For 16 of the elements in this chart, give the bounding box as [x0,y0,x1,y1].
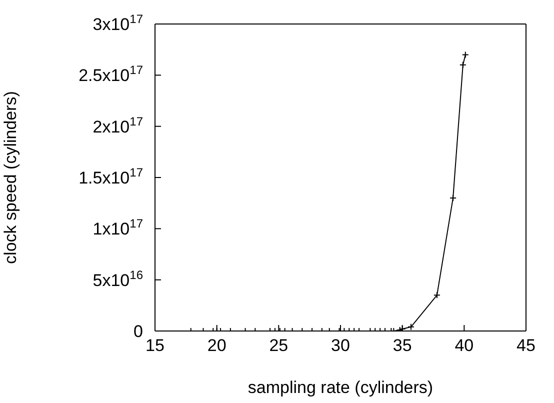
y-axis-title: clock speed (cylinders) [1,91,20,264]
x-tick-label: 30 [331,336,350,356]
y-tick-label: 3x10$^{17}$ [92,12,144,34]
y-tick-label: 1x10$^{17}$ [92,216,144,239]
x-tick-label: 40 [454,336,474,356]
y-tick-label: 5x10$^{16}$ [92,268,144,290]
x-axis-title: sampling rate (cylinders) [248,378,434,397]
y-tick-label: 0 [134,322,143,341]
y-tick-label: 2x10$^{17}$ [92,114,144,136]
x-tick-label: 20 [207,336,226,356]
x-tick-label: 35 [392,336,412,356]
x-tick-label: 25 [269,336,288,356]
x-tick-label: 15 [146,336,164,356]
y-tick-label: 2.5x10$^{17}$ [78,63,144,86]
x-tick-label: 45 [516,336,536,356]
y-tick-label: 1.5x10$^{17}$ [78,166,144,188]
